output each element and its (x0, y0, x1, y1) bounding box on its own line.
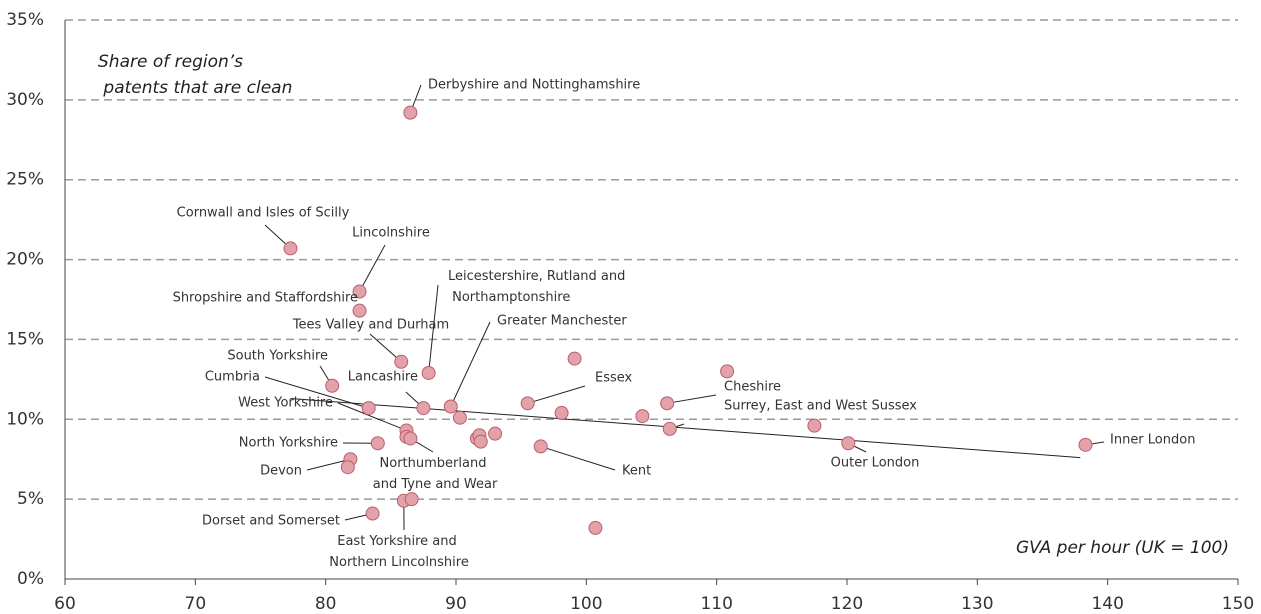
point-label: Lancashire (348, 370, 418, 385)
y-tick-label: 0% (17, 569, 44, 589)
data-point (452, 410, 467, 425)
data-point (720, 364, 735, 379)
data-point (567, 351, 582, 366)
point-label: Greater Manchester (497, 314, 627, 329)
x-tick-label: 110 (700, 594, 732, 614)
point-label: Inner London (1110, 433, 1195, 448)
point-label: North Yorkshire (239, 436, 338, 451)
y-tick-label: 30% (6, 90, 44, 110)
data-point (365, 506, 380, 521)
x-tick-label: 100 (570, 594, 602, 614)
data-point (403, 105, 418, 120)
data-point (1078, 437, 1093, 452)
x-tick-label: 120 (831, 594, 863, 614)
point-label: Leicestershire, Rutland and Northamptons… (448, 269, 625, 305)
point-label: Essex (595, 371, 633, 386)
y-tick-label: 35% (6, 10, 44, 30)
point-label: Northumberland and Tyne and Wear (369, 456, 498, 492)
x-tick-label: 150 (1222, 594, 1254, 614)
data-point (352, 284, 367, 299)
data-point (588, 520, 603, 535)
point-label: Cumbria (205, 370, 260, 385)
data-point (473, 434, 488, 449)
data-point (404, 492, 419, 507)
leader-line (428, 284, 439, 374)
leader-line (337, 402, 407, 431)
leader-line (359, 244, 386, 292)
y-tick-label: 20% (6, 250, 44, 270)
y-tick-label: 25% (6, 170, 44, 190)
data-point (361, 401, 376, 416)
data-point (533, 439, 548, 454)
point-label: Kent (622, 464, 651, 479)
data-point (394, 354, 409, 369)
leader-line (306, 458, 351, 471)
point-label: Surrey, East and West Sussex (724, 399, 917, 414)
data-point (352, 303, 367, 318)
point-label: Derbyshire and Nottinghamshire (428, 78, 640, 93)
leader-line (264, 376, 369, 409)
data-point (283, 241, 298, 256)
leader-line (667, 394, 717, 404)
x-tick-label: 60 (54, 594, 76, 614)
data-point (421, 365, 436, 380)
chart-title: Share of region’s patents that are clean (98, 52, 292, 98)
data-point (807, 418, 822, 433)
point-label: Devon (260, 464, 302, 479)
point-label: South Yorkshire (227, 349, 328, 364)
point-label: Lincolnshire (352, 226, 430, 241)
point-label: Dorset and Somerset (202, 514, 340, 529)
data-point (841, 436, 856, 451)
point-label: Shropshire and Staffordshire (173, 291, 358, 306)
x-tick-label: 140 (1091, 594, 1123, 614)
data-point (443, 399, 458, 414)
data-point (660, 396, 675, 411)
leader-line (527, 385, 586, 404)
data-point (662, 421, 677, 436)
y-tick-label: 15% (6, 329, 44, 349)
point-label: East Yorkshire and Northern Lincolnshire (325, 534, 469, 570)
x-tick-label: 90 (445, 594, 467, 614)
leader-line (540, 445, 616, 471)
point-label: West Yorkshire (238, 396, 333, 411)
point-label: Tees Valley and Durham (292, 318, 449, 333)
x-tick-label: 70 (185, 594, 207, 614)
point-label: Cheshire (724, 380, 781, 395)
y-tick-label: 5% (17, 489, 44, 509)
point-label: Cornwall and Isles of Scilly (177, 206, 350, 221)
data-point (325, 378, 340, 393)
y-tick-label: 10% (6, 409, 44, 429)
leader-line (450, 321, 491, 407)
data-point (520, 396, 535, 411)
x-axis-label: GVA per hour (UK = 100) (1016, 538, 1229, 558)
data-point (554, 405, 569, 420)
data-point (403, 431, 418, 446)
point-label: Outer London (831, 456, 920, 471)
data-point (370, 436, 385, 451)
x-tick-label: 80 (315, 594, 337, 614)
x-tick-label: 130 (961, 594, 993, 614)
data-point (340, 460, 355, 475)
data-point (488, 426, 503, 441)
data-point (635, 409, 650, 424)
data-point (416, 401, 431, 416)
